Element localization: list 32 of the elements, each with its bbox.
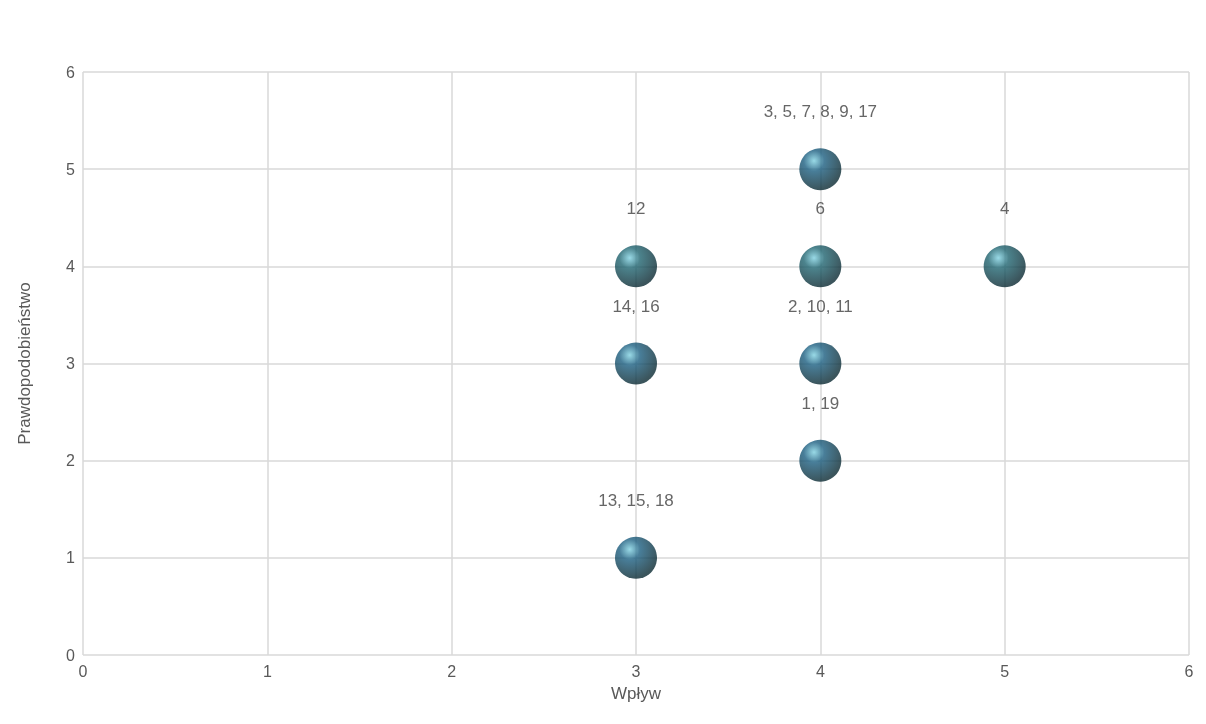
y-axis-title: Prawdopodobieństwo [15,282,34,445]
x-axis-title: Wpływ [610,684,662,703]
annotation: 12 [626,199,646,219]
point [799,148,842,191]
x-tick-label: 6 [1184,662,1194,680]
point [799,439,842,482]
x-tick-label: 4 [815,662,825,680]
y-tick-label: 2 [66,452,76,470]
y-tick-label: 4 [66,257,76,275]
annotation: 6 [815,199,826,219]
annotation: 4 [999,199,1010,219]
point [799,245,842,288]
y-tick-label: 5 [66,160,76,178]
y-tick-label: 0 [66,646,76,664]
point [983,245,1026,288]
point [615,245,657,288]
annotation: 13, 15, 18 [598,490,674,510]
x-tick-label: 1 [262,662,272,680]
y-tick-label: 6 [66,63,76,81]
point [799,342,842,385]
point [615,536,657,579]
y-tick-label: 1 [66,549,76,567]
x-tick-label: 0 [78,662,88,680]
x-tick-label: 2 [447,662,457,680]
annotation: 3, 5, 7, 8, 9, 17 [763,102,878,122]
y-tick-label: 3 [66,355,76,372]
annotation: 2, 10, 11 [787,296,853,316]
x-tick-label: 5 [1000,662,1010,680]
annotation: 14, 16 [612,296,660,316]
point [615,342,657,385]
x-tick-label: 3 [631,662,641,680]
annotation: 1, 19 [801,393,840,413]
